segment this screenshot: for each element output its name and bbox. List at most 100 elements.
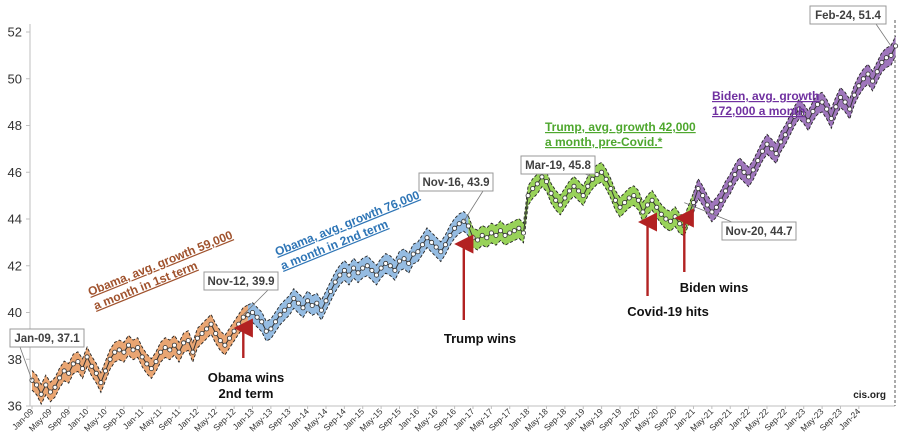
data-point-obama2 [424,235,430,241]
data-point-obama2 [383,260,389,266]
data-point-obama1 [29,377,35,383]
y-tick-label: 48 [8,118,22,133]
band-upper-biden [693,36,897,203]
data-point-trump [649,197,655,203]
data-point-biden [773,151,779,157]
data-point-obama2 [249,309,255,315]
data-point-obama1 [43,382,49,388]
y-tick-label: 44 [8,212,22,227]
data-point-trump [502,232,508,238]
term-label-line: Biden, avg. growth [712,89,819,103]
data-point-biden [847,106,853,112]
data-point-obama1 [98,380,104,386]
data-point-obama2 [369,267,375,273]
data-point-trump [608,186,614,192]
data-point-biden [713,204,719,210]
data-point-biden [856,83,862,89]
data-point-biden [750,167,756,173]
data-point-obama1 [204,326,210,332]
data-point-obama1 [199,330,205,336]
term-label-line: Obama, avg. growth 76,000 [273,188,422,259]
band-lower-obama2 [247,230,469,342]
source-label: cis.org [853,390,886,401]
data-point-obama2 [401,256,407,262]
data-point-biden [815,102,821,108]
data-point-obama2 [433,244,439,250]
data-point-biden [888,52,894,58]
data-point-obama2 [295,300,301,306]
callout-label: Nov-16, 43.9 [422,177,489,189]
term-label-line: 172,000 a month [712,104,805,118]
data-point-trump [475,237,481,243]
data-point-trump [470,235,476,241]
data-point-obama2 [396,258,402,264]
data-point-obama1 [66,370,72,376]
data-point-obama1 [52,384,58,390]
term-label-line: Trump, avg. growth 42,000 [545,120,696,134]
data-point-trump [511,228,517,234]
data-point-obama2 [332,279,338,285]
data-point-obama2 [452,225,458,231]
data-point-obama1 [121,349,127,355]
data-point-obama2 [392,267,398,273]
data-point-obama1 [80,366,86,372]
data-point-obama1 [84,354,90,360]
data-point-obama1 [93,370,99,376]
data-point-trump [580,193,586,199]
data-point-obama2 [245,312,251,318]
data-point-trump [594,172,600,178]
data-point-trump [645,202,651,208]
data-point-trump [589,176,595,182]
data-point-trump [493,232,499,238]
value-callout: Nov-16, 43.9 [418,172,494,222]
data-point-biden [718,197,724,203]
data-point-biden [842,99,848,105]
data-point-obama2 [456,221,462,227]
data-point-biden [805,118,811,124]
data-point-biden [838,94,844,100]
data-point-obama1 [185,338,191,344]
data-point-obama2 [309,302,315,308]
data-point-trump [626,195,632,201]
data-point-obama1 [47,389,53,395]
callout-box [203,271,279,291]
data-point-biden [746,174,752,180]
data-point-biden [810,109,816,115]
y-tick-label: 36 [8,399,22,414]
data-point-obama1 [158,349,164,355]
data-point-obama1 [112,349,118,355]
data-point-obama2 [318,307,324,313]
value-callout: Feb-24, 51.4 [809,5,892,47]
data-point-obama1 [135,345,141,351]
callout-label: Mar-19, 45.8 [525,160,591,172]
data-point-trump [465,223,471,229]
data-point-obama2 [314,300,320,306]
data-point-obama1 [144,361,150,367]
data-point-obama1 [107,356,113,362]
data-point-obama2 [442,242,448,248]
data-point-trump [548,190,554,196]
data-point-obama1 [126,342,132,348]
data-point-obama1 [61,368,67,374]
data-point-biden [700,193,706,199]
data-point-obama1 [217,338,223,344]
data-point-obama2 [351,265,357,271]
data-point-trump [640,209,646,215]
callout-leader [463,190,484,222]
data-point-biden [883,55,889,61]
data-point-trump [622,200,628,206]
y-tick-label: 46 [8,165,22,180]
event-label: Obama wins [208,370,285,385]
data-point-obama1 [38,391,44,397]
data-point-obama2 [346,272,352,278]
data-point-trump [566,188,572,194]
data-point-obama2 [282,307,288,313]
data-point-obama1 [231,328,237,334]
data-point-obama1 [226,335,232,341]
data-point-obama2 [410,251,416,257]
data-point-trump [484,235,490,241]
data-point-obama2 [355,270,361,276]
callout-box [9,328,85,348]
data-point-obama2 [272,319,278,325]
